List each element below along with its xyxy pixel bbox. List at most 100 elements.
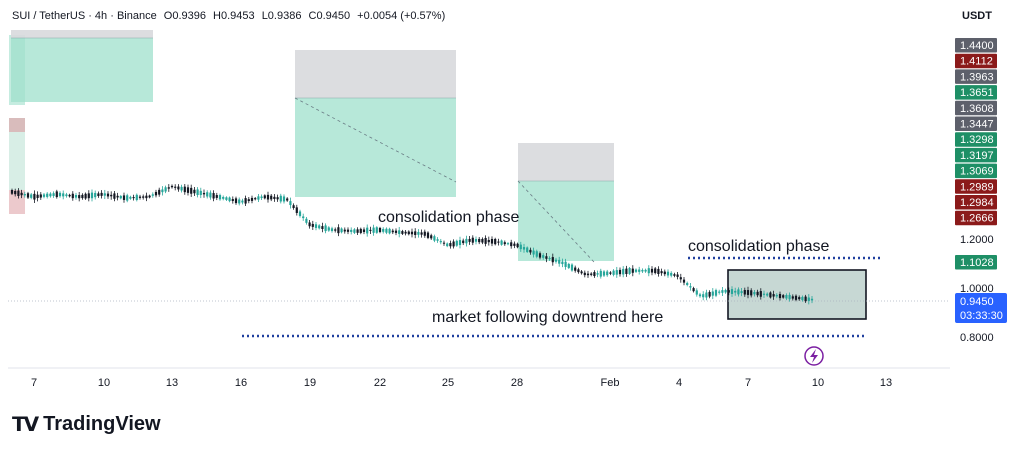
candle-body [68,194,71,197]
candle-body [676,274,679,277]
candle-body [449,243,452,247]
candle-body [426,232,430,238]
candle-body [414,231,417,235]
candle-body [593,272,596,277]
candle-body [730,289,734,294]
price-tag-label: 1.3963 [960,71,994,83]
candle-body [366,227,369,234]
y-tick-label: 1.0000 [960,283,994,295]
candle-body [398,230,401,234]
candle-body [804,296,807,302]
candle-body [94,192,97,198]
candle-body [257,196,260,200]
symbol-label[interactable]: SUI / TetherUS · 4h · Binance [12,10,157,22]
candle-body [225,197,228,200]
candle-body [446,243,449,247]
price-tag-label: 1.3069 [960,166,994,178]
candle-body [465,238,468,244]
candle-body [714,290,718,296]
candle-body [625,268,628,275]
x-tick-label: 28 [511,377,523,389]
candle-body [391,230,394,233]
price-tag-label: 1.1028 [960,257,994,269]
candle-body [314,224,318,228]
candle-body [369,229,372,231]
price-tag-label: 1.2666 [960,213,994,225]
stop-zone [295,50,456,98]
price-tag-bg [955,100,997,116]
candle-body [596,273,599,275]
x-tick-label: 19 [304,377,316,389]
candle-body [458,240,462,246]
open-value: O0.9396 [163,10,206,22]
candle-body [222,196,225,199]
zone-diagonal [294,97,457,183]
candle-body [430,235,433,239]
candle-body [142,196,145,198]
zone-diagonal [517,180,595,263]
candle-body [791,296,794,299]
candle-body [180,186,183,191]
close-value: C0.9450 [308,10,351,22]
candle-body [519,244,522,250]
candle-body [510,242,513,247]
candle-body [295,207,298,213]
candle-body [33,193,36,200]
candle-body [276,197,279,200]
x-tick-label: 7 [745,377,751,389]
candle-body [372,227,375,233]
candle-body [161,189,164,193]
candle-body [359,228,362,233]
candle-body [628,268,631,274]
lightning-icon-glyph [810,349,818,363]
x-tick-label: 4 [676,377,682,389]
candle-body [484,237,487,244]
candle-body [199,190,202,196]
candle-body [577,269,580,273]
candle-body [801,296,804,301]
candle-body [126,195,129,201]
price-axis-currency[interactable]: USDT [962,10,992,22]
x-tick-label: 10 [812,377,824,389]
candle-body [119,195,122,199]
candle-body [330,228,334,232]
candle-body [183,186,186,193]
candle-body [772,294,775,297]
candle-body [337,227,340,234]
candle-body [769,292,772,298]
price-tag: 1.2989 [955,179,997,194]
candle-body [158,189,161,195]
candle-body [538,253,542,258]
candle-body [785,295,788,299]
x-tick-label: 10 [98,377,110,389]
candle-body [97,193,100,197]
current-price-value: 0.9450 [960,296,994,308]
candle-body [42,194,46,197]
candle-body [49,193,52,197]
candle-body [148,195,151,198]
candle-body [586,273,590,276]
candle-body [807,297,810,301]
candle-body [234,198,238,204]
candle-body [794,295,798,300]
current-price-tag [955,293,1007,323]
candle-body [266,194,270,200]
candle-body [206,192,209,197]
candle-body [404,231,407,234]
candle-body [78,195,81,199]
candle-body [606,271,609,276]
candle-body [478,238,481,243]
candle-body [724,289,727,293]
price-tag-bg [955,53,997,69]
candle-body [30,194,33,198]
candle-body [26,193,30,198]
candle-body [634,269,638,272]
candle-body [215,195,218,198]
price-tag-label: 1.3298 [960,134,994,146]
left-range-strip [9,132,25,190]
price-tag-bg [955,69,997,84]
candle-body [106,193,110,197]
candle-body [62,193,65,197]
candle-body [202,192,206,195]
